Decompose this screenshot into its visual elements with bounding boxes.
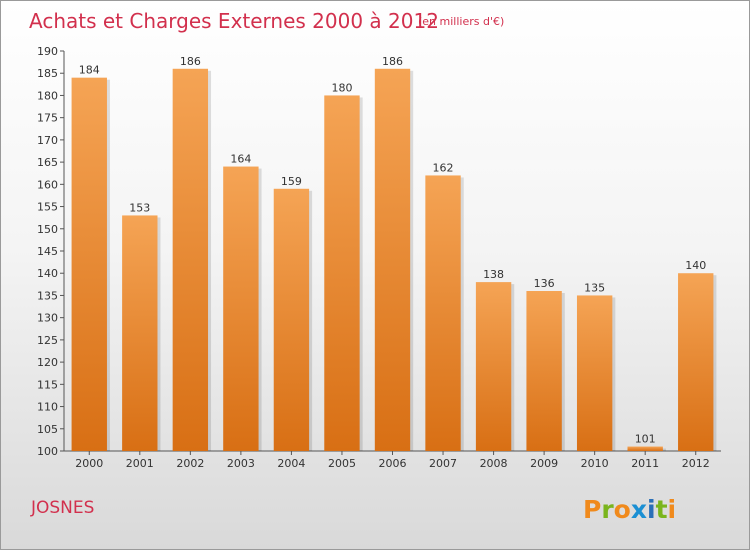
x-tick-label: 2001: [126, 457, 154, 470]
bar-2007: [425, 175, 461, 451]
value-label-2011: 101: [635, 433, 656, 446]
bar-2004: [273, 188, 310, 451]
logo-letter: t: [656, 495, 668, 524]
y-tick-label: 170: [37, 134, 58, 147]
y-tick-label: 150: [37, 223, 58, 236]
y-tick-label: 155: [37, 201, 58, 214]
value-label-2005: 180: [331, 81, 352, 94]
y-tick-label: 160: [37, 178, 58, 191]
logo-letter: x: [631, 495, 647, 524]
value-label-2000: 184: [79, 64, 100, 77]
y-tick-label: 140: [37, 267, 58, 280]
bar-2001: [122, 215, 158, 451]
x-tick-label: 2009: [530, 457, 558, 470]
y-tick-label: 135: [37, 289, 58, 302]
y-tick-label: 175: [37, 112, 58, 125]
y-tick-label: 105: [37, 423, 58, 436]
bar-2000: [71, 77, 107, 452]
x-tick-label: 2007: [429, 457, 457, 470]
y-tick-label: 190: [37, 45, 58, 58]
value-label-2001: 153: [129, 201, 150, 214]
bar-2006: [374, 68, 411, 452]
y-tick-label: 120: [37, 356, 58, 369]
value-label-2009: 136: [534, 277, 555, 290]
y-axis-ticks: 100 105 110 115 120 125 130 135 140 145 150 155 160 1…: [37, 45, 64, 458]
chart-title: Achats et Charges Externes 2000 à 2012: [29, 9, 439, 33]
value-label-2012: 140: [685, 259, 706, 272]
logo-letter: i: [647, 495, 656, 524]
bar-2008: [475, 282, 512, 451]
logo-letter: o: [614, 495, 631, 524]
bar-2003: [223, 166, 259, 452]
x-tick-label: 2000: [75, 457, 103, 470]
value-label-2010: 135: [584, 281, 605, 294]
x-axis-ticks: 2000 2001 2002 2003 2004 2005 2006 2007 2008 2009…: [75, 451, 710, 470]
logo-letter: i: [668, 495, 677, 524]
y-tick-label: 125: [37, 334, 58, 347]
value-label-2002: 186: [180, 55, 201, 68]
y-tick-label: 130: [37, 312, 58, 325]
x-tick-label: 2012: [682, 457, 710, 470]
value-label-2007: 162: [433, 161, 454, 174]
x-tick-label: 2002: [176, 457, 204, 470]
bar-2012: [678, 273, 714, 451]
value-label-2008: 138: [483, 268, 504, 281]
x-tick-label: 2011: [631, 457, 659, 470]
place-name: JOSNES: [30, 498, 94, 518]
x-tick-label: 2006: [379, 457, 407, 470]
y-tick-label: 115: [37, 378, 58, 391]
y-tick-label: 180: [37, 89, 58, 102]
y-tick-label: 165: [37, 156, 58, 169]
x-tick-label: 2010: [581, 457, 609, 470]
value-label-2006: 186: [382, 55, 403, 68]
x-tick-label: 2003: [227, 457, 255, 470]
bars: 184 153 186 164 159 180 186 162 138 136 135 101 140: [71, 55, 717, 452]
y-tick-label: 100: [37, 445, 58, 458]
bar-2011: [627, 446, 663, 451]
proxiti-logo: Proxiti: [583, 495, 676, 524]
y-tick-label: 185: [37, 67, 58, 80]
bar-2005: [324, 95, 360, 451]
chart-subtitle: (en milliers d'€): [418, 15, 504, 28]
y-tick-label: 110: [37, 401, 58, 414]
x-tick-label: 2008: [480, 457, 508, 470]
x-tick-label: 2004: [277, 457, 305, 470]
bar-2009: [526, 291, 562, 451]
y-tick-label: 145: [37, 245, 58, 258]
bar-2010: [576, 295, 613, 451]
value-label-2004: 159: [281, 175, 302, 188]
value-label-2003: 164: [230, 153, 251, 166]
logo-letter: P: [583, 495, 601, 524]
x-tick-label: 2005: [328, 457, 356, 470]
logo-letter: r: [601, 495, 614, 524]
bar-2002: [172, 68, 209, 452]
